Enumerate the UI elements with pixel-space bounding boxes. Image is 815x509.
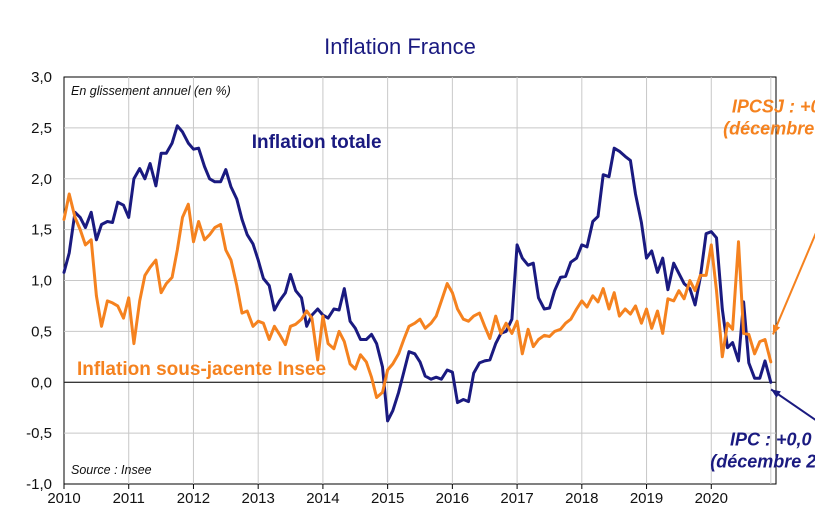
chart-subtitle: En glissement annuel (en %) bbox=[71, 84, 231, 98]
x-tick-label: 2013 bbox=[241, 490, 274, 507]
series-label: Inflation sous-jacente Insee bbox=[77, 359, 326, 380]
y-tick-label: -0,5 bbox=[26, 425, 52, 442]
series-label: Inflation totale bbox=[252, 132, 382, 153]
x-tick-label: 2011 bbox=[113, 490, 145, 507]
y-tick-label: -1,0 bbox=[26, 476, 52, 493]
annotations: Inflation totale Inflation sous-jacente I… bbox=[77, 97, 815, 471]
x-tick-label: 2016 bbox=[436, 490, 469, 507]
chart-title: Inflation France bbox=[324, 34, 476, 59]
grid-lines bbox=[64, 77, 776, 484]
y-tick-label: 3,0 bbox=[31, 69, 52, 86]
callout-arrow bbox=[772, 232, 815, 335]
y-tick-label: 1,0 bbox=[31, 273, 52, 290]
series-lines bbox=[62, 124, 773, 423]
callout-arrowhead bbox=[771, 389, 781, 398]
x-tick-label: 2017 bbox=[500, 490, 533, 507]
x-tick-label: 2010 bbox=[47, 490, 80, 507]
y-tick-label: 1,5 bbox=[31, 222, 52, 239]
x-tick-label: 2020 bbox=[695, 490, 728, 507]
y-tick-label: 0,0 bbox=[31, 374, 52, 391]
series-line-inflation-totale bbox=[62, 124, 773, 423]
callout-arrow bbox=[770, 388, 815, 421]
series-line-inflation-sous-jacente bbox=[62, 192, 773, 399]
callout-date: (décembre 2020) bbox=[710, 451, 815, 471]
callout-date: (décembre 2020) bbox=[723, 119, 815, 139]
x-tick-label: 2018 bbox=[565, 490, 598, 507]
y-tick-label: 2,0 bbox=[31, 171, 52, 188]
y-tick-label: 0,5 bbox=[31, 323, 52, 340]
x-tick-label: 2014 bbox=[306, 490, 339, 507]
callout-arrowhead bbox=[773, 324, 781, 335]
source-note: Source : Insee bbox=[71, 463, 152, 477]
x-tick-label: 2019 bbox=[630, 490, 663, 507]
x-tick-label: 2012 bbox=[177, 490, 210, 507]
y-tick-label: 2,5 bbox=[31, 120, 52, 137]
x-tick-label: 2015 bbox=[371, 490, 404, 507]
callout-value: IPC : +0,0 % bbox=[730, 429, 815, 449]
callout-value: IPCSJ : +0,2 % bbox=[732, 97, 815, 117]
